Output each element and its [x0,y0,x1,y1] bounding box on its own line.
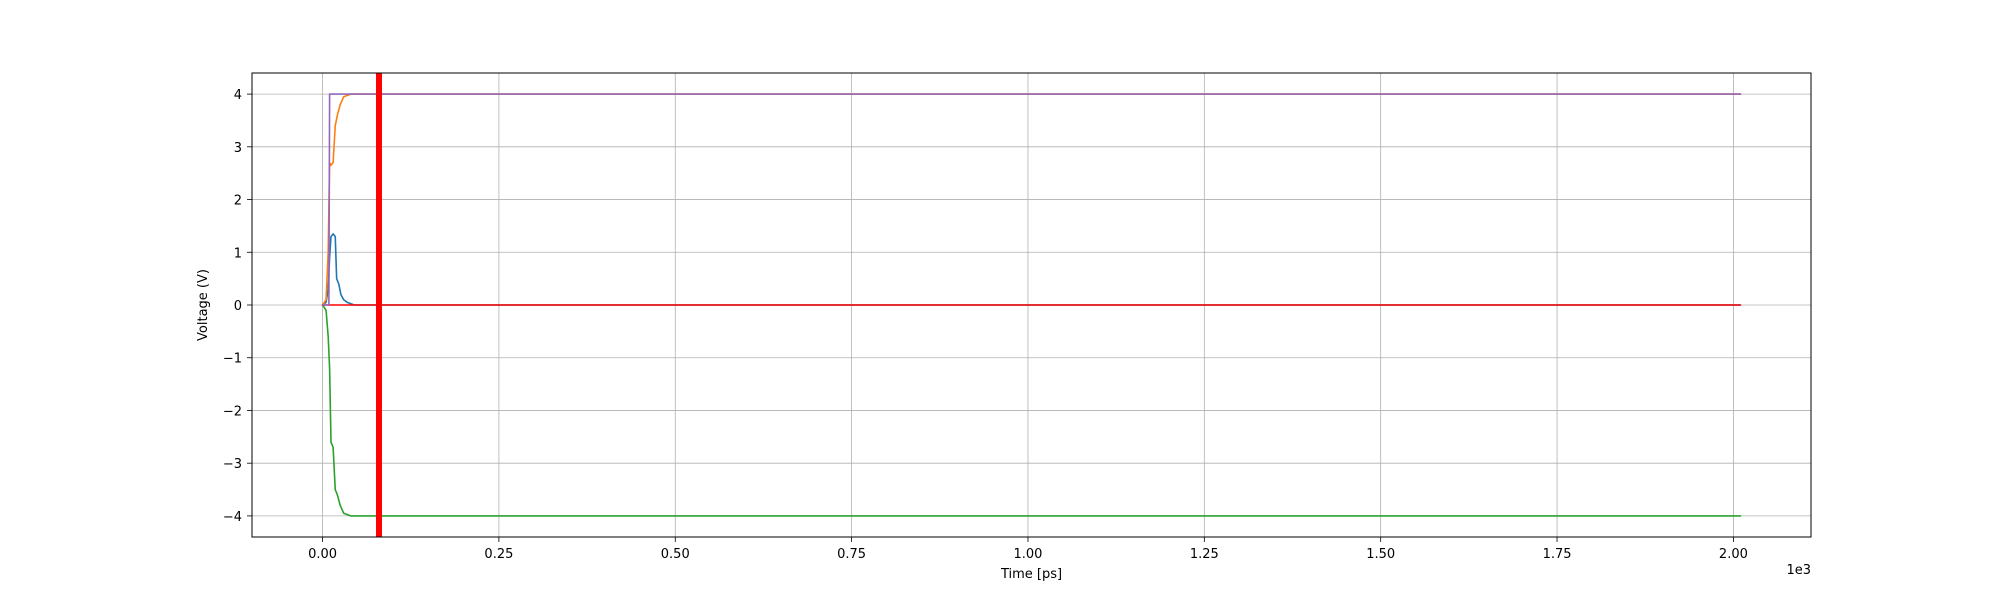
x-tick-label: 1.50 [1366,547,1395,562]
series-line-4 [321,93,1742,306]
y-tick-label: 4 [234,88,242,103]
x-tick-label: 0.50 [661,547,690,562]
series-line-0 [321,233,1742,306]
y-tick-label: 1 [234,246,242,261]
series-line-2 [321,304,1742,517]
y-tick-label: 3 [234,141,242,156]
x-tick-label: 1.00 [1013,547,1042,562]
y-axis-label: Voltage (V) [196,269,211,341]
y-tick-label: −1 [223,352,242,367]
x-tick-label: 0.00 [308,547,337,562]
ticks-layer: 0.00 0.25 0.50 0.75 1.00 1.25 1.50 1.75 2.00 −4 −3… [223,88,1748,562]
x-axis-label: Time [ps] [1000,567,1062,582]
x-tick-label: 2.00 [1719,547,1748,562]
y-tick-label: −3 [223,457,242,472]
y-tick-label: −4 [223,510,242,525]
x-tick-label: 0.25 [484,547,513,562]
y-tick-label: 0 [234,299,242,314]
x-tick-label: 1.25 [1190,547,1219,562]
y-tick-label: 2 [234,194,242,209]
series-line-1 [321,93,1742,306]
x-axis-offset-label: 1e3 [1786,563,1811,578]
y-tick-label: −2 [223,404,242,419]
x-tick-label: 0.75 [837,547,866,562]
series-layer [321,93,1742,517]
x-tick-label: 1.75 [1543,547,1572,562]
